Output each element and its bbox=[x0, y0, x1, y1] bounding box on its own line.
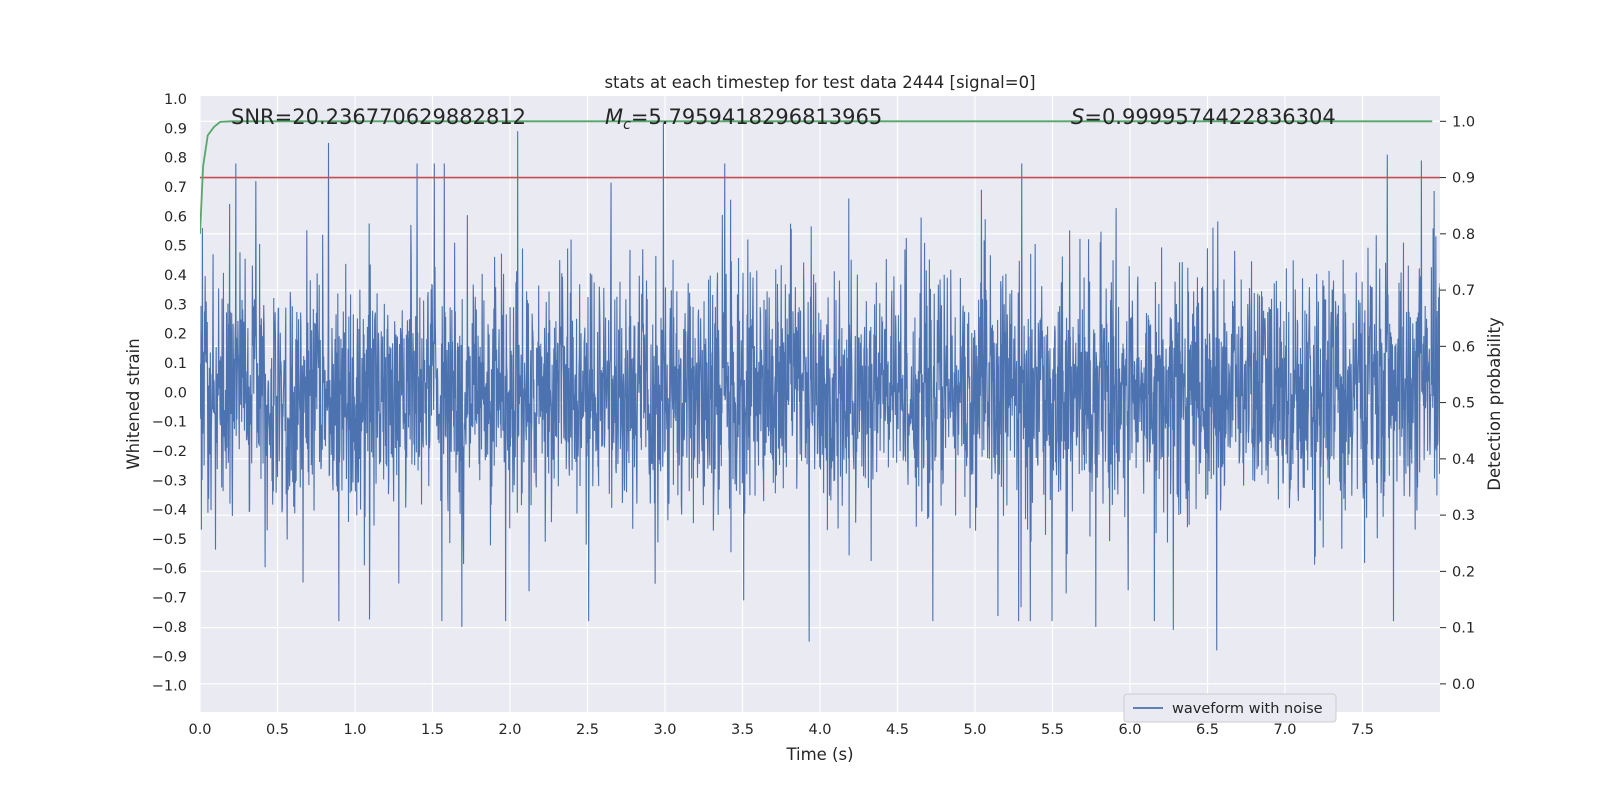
y-right-tick-label: 0.4 bbox=[1452, 452, 1475, 468]
legend: waveform with noise bbox=[1123, 693, 1337, 723]
y-right-tick-label: 0.3 bbox=[1452, 508, 1475, 524]
x-tick-label: 2.5 bbox=[576, 722, 599, 738]
y-right-tick-label: 0.7 bbox=[1452, 283, 1475, 299]
legend-box bbox=[1123, 693, 1337, 723]
x-tick-label: 6.5 bbox=[1196, 722, 1219, 738]
x-tick-label: 1.0 bbox=[343, 722, 366, 738]
x-tick-label: 3.5 bbox=[731, 722, 754, 738]
x-tick-label: 0.0 bbox=[188, 722, 211, 738]
y-left-tick-label: −0.4 bbox=[152, 503, 187, 519]
y-left-tick-label: 0.1 bbox=[164, 356, 187, 372]
y-left-tick-label: −0.7 bbox=[152, 591, 187, 607]
x-tick-label: 6.0 bbox=[1118, 722, 1141, 738]
y-axis-left-label: Whitened strain bbox=[124, 338, 143, 469]
y-axis-left-ticks: 1.0 0.9 0.8 0.7 0.6 0.5 0.4 0.3 0.2 0.1 0.0 −0.1 −0.… bbox=[152, 92, 187, 695]
y-left-tick-label: 0.9 bbox=[164, 121, 187, 137]
x-tick-label: 4.5 bbox=[886, 722, 909, 738]
y-axis-right-ticks: 1.0 0.9 0.8 0.7 0.6 0.5 0.4 0.3 0.2 0.1 0.0 bbox=[1440, 114, 1475, 693]
chirp-mass-subscript: c bbox=[623, 117, 631, 133]
y-left-tick-label: 0.4 bbox=[164, 268, 187, 284]
y-left-tick-label: −0.3 bbox=[152, 473, 187, 489]
y-left-tick-label: 0.8 bbox=[164, 151, 187, 167]
x-tick-label: 7.0 bbox=[1273, 722, 1296, 738]
legend-label: waveform with noise bbox=[1172, 701, 1323, 717]
y-axis-right-label: Detection probability bbox=[1485, 317, 1504, 491]
detection-statistic-symbol: S bbox=[1071, 105, 1084, 129]
y-right-tick-label: 0.2 bbox=[1452, 564, 1475, 580]
x-tick-label: 4.0 bbox=[808, 722, 831, 738]
detection-statistic-value: =0.9999574422836304 bbox=[1084, 105, 1335, 129]
x-tick-label: 1.5 bbox=[421, 722, 444, 738]
chirp-mass-symbol: M bbox=[605, 105, 623, 129]
detection-probability-series bbox=[200, 120, 1433, 234]
x-tick-label: 3.0 bbox=[653, 722, 676, 738]
snr-annotation: SNR=20.236770629882812 bbox=[231, 105, 526, 129]
y-left-tick-label: 0.5 bbox=[164, 239, 187, 255]
y-right-tick-label: 0.8 bbox=[1452, 227, 1475, 243]
y-left-tick-label: 0.6 bbox=[164, 209, 187, 225]
y-right-tick-label: 0.9 bbox=[1452, 171, 1475, 187]
y-left-tick-label: 0.7 bbox=[164, 180, 187, 196]
y-left-tick-label: −1.0 bbox=[152, 679, 187, 695]
x-tick-label: 5.5 bbox=[1041, 722, 1064, 738]
y-left-tick-label: −0.1 bbox=[152, 415, 187, 431]
detection-statistic-annotation: S=0.9999574422836304 bbox=[1071, 105, 1336, 129]
y-left-tick-label: −0.9 bbox=[152, 649, 187, 665]
y-left-tick-label: 1.0 bbox=[164, 92, 187, 108]
y-right-tick-label: 0.0 bbox=[1452, 677, 1475, 693]
y-left-tick-label: 0.0 bbox=[164, 385, 187, 401]
y-right-tick-label: 0.1 bbox=[1452, 621, 1475, 637]
waveform-with-noise-series bbox=[200, 122, 1440, 651]
y-left-tick-label: −0.6 bbox=[152, 561, 187, 577]
y-left-tick-label: −0.5 bbox=[152, 532, 187, 548]
x-tick-label: 2.0 bbox=[498, 722, 521, 738]
x-axis-ticks: 0.0 0.5 1.0 1.5 2.0 2.5 3.0 3.5 4.0 4.5 5.0 5.5 6.0 6… bbox=[188, 722, 1374, 738]
chirp-mass-value: =5.7959418296813965 bbox=[631, 105, 882, 129]
x-tick-label: 0.5 bbox=[266, 722, 289, 738]
x-tick-label: 7.5 bbox=[1351, 722, 1374, 738]
y-right-tick-label: 0.6 bbox=[1452, 339, 1475, 355]
chart-title: stats at each timestep for test data 244… bbox=[604, 73, 1035, 92]
y-right-tick-label: 1.0 bbox=[1452, 114, 1475, 130]
x-tick-label: 5.0 bbox=[963, 722, 986, 738]
y-left-tick-label: 0.2 bbox=[164, 327, 187, 343]
y-left-tick-label: 0.3 bbox=[164, 297, 187, 313]
x-axis-label: Time (s) bbox=[785, 745, 853, 764]
y-left-tick-label: −0.8 bbox=[152, 620, 187, 636]
chirp-mass-annotation: Mc=5.7959418296813965 bbox=[605, 105, 882, 133]
y-right-tick-label: 0.5 bbox=[1452, 396, 1475, 412]
y-left-tick-label: −0.2 bbox=[152, 444, 187, 460]
